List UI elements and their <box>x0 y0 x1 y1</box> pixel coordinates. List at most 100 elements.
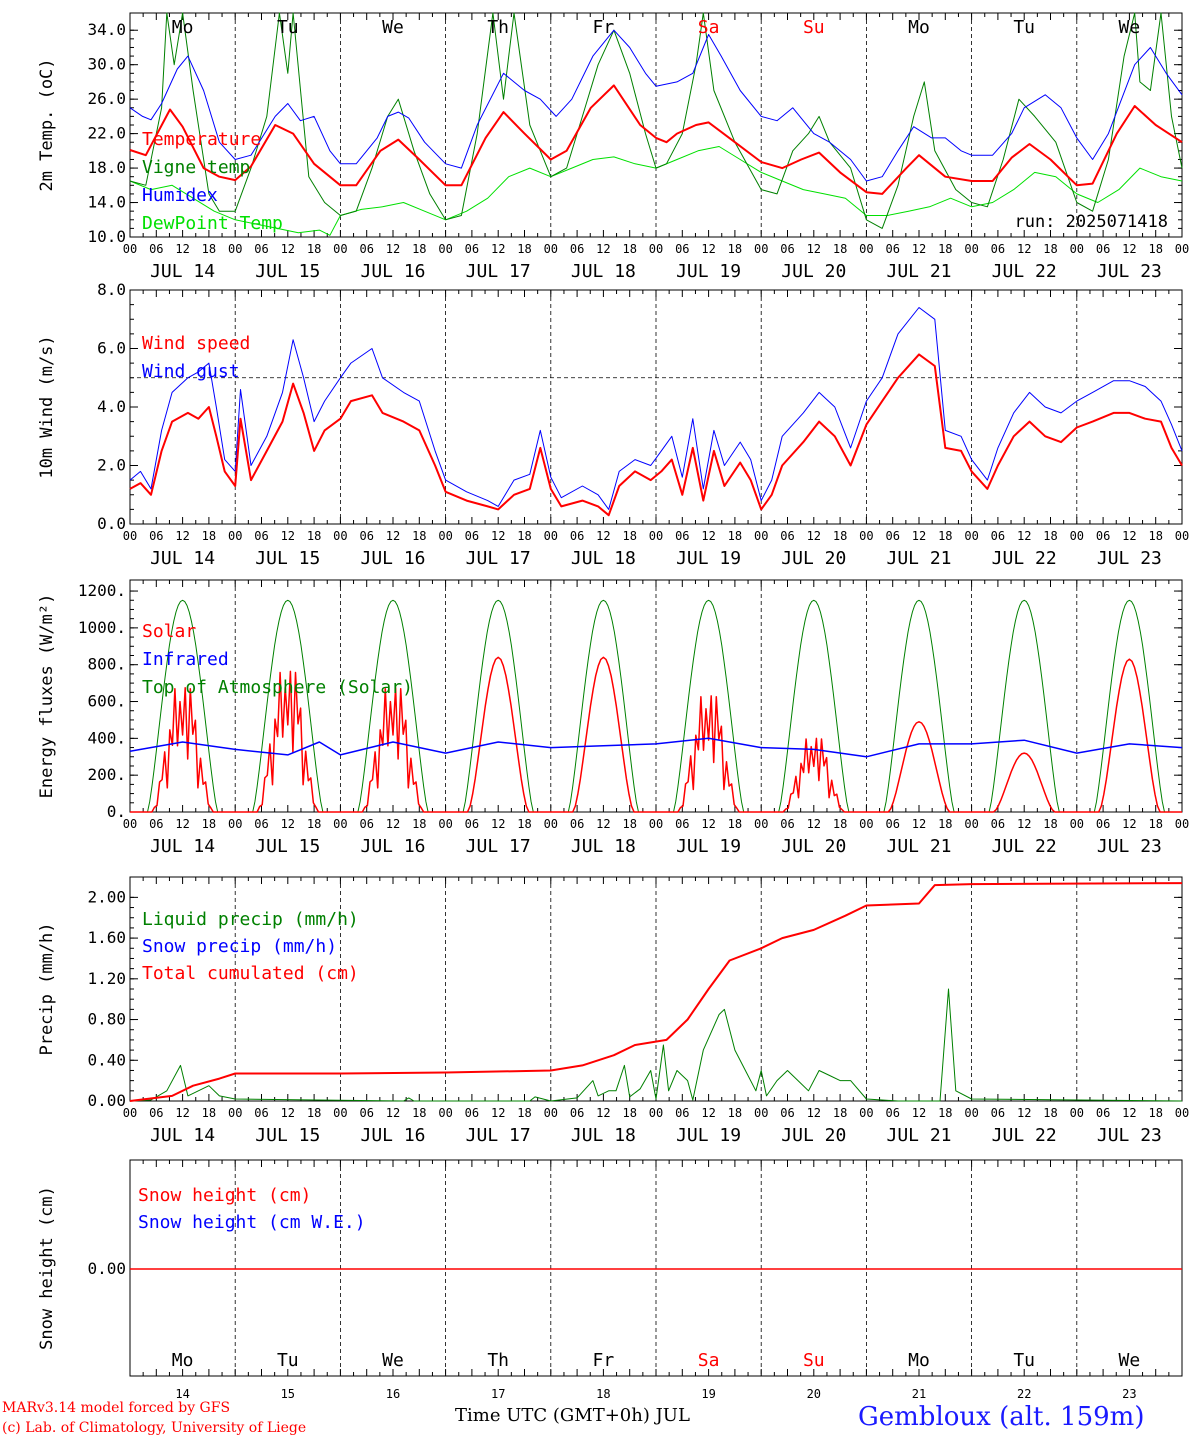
wind-hour-label: 12 <box>175 529 189 543</box>
energy-hour-label: 18 <box>1148 817 1162 831</box>
temp-legend-item: Vigne temp <box>142 157 250 178</box>
temp-hour-label: 06 <box>1096 242 1110 256</box>
temp-hour-label: 06 <box>465 242 479 256</box>
temp-date-label: JUL 18 <box>571 261 636 282</box>
energy-hour-label: 12 <box>386 817 400 831</box>
wind-hour-label: 06 <box>1096 529 1110 543</box>
wind-hour-label: 06 <box>885 529 899 543</box>
temp-hour-label: 18 <box>938 242 952 256</box>
precip-hour-label: 12 <box>1122 1106 1136 1120</box>
wind-hour-label: 12 <box>912 529 926 543</box>
energy-hour-label: 00 <box>333 817 347 831</box>
precip-hour-label: 06 <box>465 1106 479 1120</box>
lab-credit: (c) Lab. of Climatology, University of L… <box>2 1420 307 1436</box>
precip-hour-label: 18 <box>307 1106 321 1120</box>
precip-date-label: JUL 23 <box>1097 1125 1162 1146</box>
wind-date-label: JUL 23 <box>1097 548 1162 569</box>
energy-ytick-label: 200. <box>87 765 126 784</box>
wind-date-label: JUL 14 <box>150 548 215 569</box>
precip-hour-label: 18 <box>728 1106 742 1120</box>
precip-hour-label: 12 <box>1017 1106 1031 1120</box>
energy-date-label: JUL 18 <box>571 836 636 857</box>
wind-hour-label: 06 <box>780 529 794 543</box>
temp-day-name: We <box>382 17 404 38</box>
wind-legend-item: Wind gust <box>142 361 240 382</box>
energy-hour-label: 06 <box>885 817 899 831</box>
precip-hour-label: 12 <box>596 1106 610 1120</box>
energy-hour-label: 00 <box>1175 817 1189 831</box>
temp-day-name: Su <box>803 17 825 38</box>
temp-hour-label: 12 <box>281 242 295 256</box>
energy-hour-label: 12 <box>912 817 926 831</box>
snow-day-name: We <box>1119 1350 1141 1371</box>
bottom-date-label: 20 <box>807 1387 821 1401</box>
energy-hour-label: 00 <box>859 817 873 831</box>
temp-ytick-label: 22.0 <box>87 124 126 143</box>
temp-hour-label: 18 <box>412 242 426 256</box>
temp-hour-label: 06 <box>570 242 584 256</box>
energy-hour-label: 18 <box>833 817 847 831</box>
precip-hour-label: 00 <box>859 1106 873 1120</box>
precip-series-liquid <box>129 988 1183 1102</box>
temp-hour-label: 06 <box>885 242 899 256</box>
energy-date-label: JUL 19 <box>676 836 741 857</box>
energy-hour-label: 00 <box>123 817 137 831</box>
precip-date-label: JUL 17 <box>466 1125 531 1146</box>
wind-hour-label: 00 <box>333 529 347 543</box>
energy-series-solar <box>130 656 1182 813</box>
precip-hour-label: 12 <box>491 1106 505 1120</box>
snow-ytick-label: 0.00 <box>87 1259 126 1278</box>
temp-ytick-label: 30.0 <box>87 55 126 74</box>
temp-legend-item: Humidex <box>142 185 218 206</box>
precip-hour-label: 06 <box>991 1106 1005 1120</box>
precip-hour-label: 06 <box>780 1106 794 1120</box>
precip-hour-label: 00 <box>228 1106 242 1120</box>
temp-hour-label: 12 <box>596 242 610 256</box>
temp-ytick-label: 26.0 <box>87 89 126 108</box>
wind-hour-label: 12 <box>491 529 505 543</box>
energy-hour-label: 06 <box>1096 817 1110 831</box>
bottom-date-label: 18 <box>596 1387 610 1401</box>
energy-legend-item: Top of Atmosphere (Solar) <box>142 677 413 698</box>
precip-hour-label: 18 <box>622 1106 636 1120</box>
snow-ylabel: Snow height (cm) <box>37 1186 57 1350</box>
temp-run-annotation: run: 2025071418 <box>1014 212 1168 232</box>
energy-date-label: JUL 20 <box>781 836 846 857</box>
precip-ytick-label: 2.00 <box>87 887 126 906</box>
wind-ytick-label: 8.0 <box>97 280 126 299</box>
energy-hour-label: 06 <box>254 817 268 831</box>
wind-hour-label: 00 <box>123 529 137 543</box>
wind-hour-label: 00 <box>1070 529 1084 543</box>
precip-hour-label: 06 <box>254 1106 268 1120</box>
bottom-date-label: 23 <box>1122 1387 1136 1401</box>
energy-hour-label: 06 <box>465 817 479 831</box>
snow-panel <box>129 1159 1183 1377</box>
temp-hour-label: 00 <box>649 242 663 256</box>
temp-date-label: JUL 21 <box>886 261 951 282</box>
energy-hour-label: 00 <box>228 817 242 831</box>
energy-ytick-label: 600. <box>87 692 126 711</box>
precip-hour-label: 18 <box>517 1106 531 1120</box>
temp-legend-item: Temperature <box>142 129 261 150</box>
energy-ytick-label: 1200. <box>78 581 126 600</box>
precip-hour-label: 12 <box>386 1106 400 1120</box>
temp-ylabel: 2m Temp. (oC) <box>37 58 57 191</box>
temp-hour-label: 18 <box>1148 242 1162 256</box>
energy-hour-label: 18 <box>202 817 216 831</box>
temp-hour-label: 00 <box>1175 242 1189 256</box>
wind-hour-label: 18 <box>517 529 531 543</box>
precip-hour-label: 06 <box>885 1106 899 1120</box>
temp-hour-label: 18 <box>833 242 847 256</box>
precip-hour-label: 00 <box>333 1106 347 1120</box>
energy-hour-label: 18 <box>728 817 742 831</box>
bottom-date-label: 17 <box>491 1387 505 1401</box>
snow-day-name: Th <box>487 1350 509 1371</box>
precip-date-label: JUL 15 <box>255 1125 320 1146</box>
precip-hour-label: 18 <box>833 1106 847 1120</box>
energy-ylabel: Energy fluxes (W/m²) <box>37 594 57 799</box>
temp-hour-label: 06 <box>359 242 373 256</box>
wind-hour-label: 12 <box>281 529 295 543</box>
bottom-date-label: 19 <box>701 1387 715 1401</box>
wind-date-label: JUL 20 <box>781 548 846 569</box>
bottom-date-label: 21 <box>912 1387 926 1401</box>
